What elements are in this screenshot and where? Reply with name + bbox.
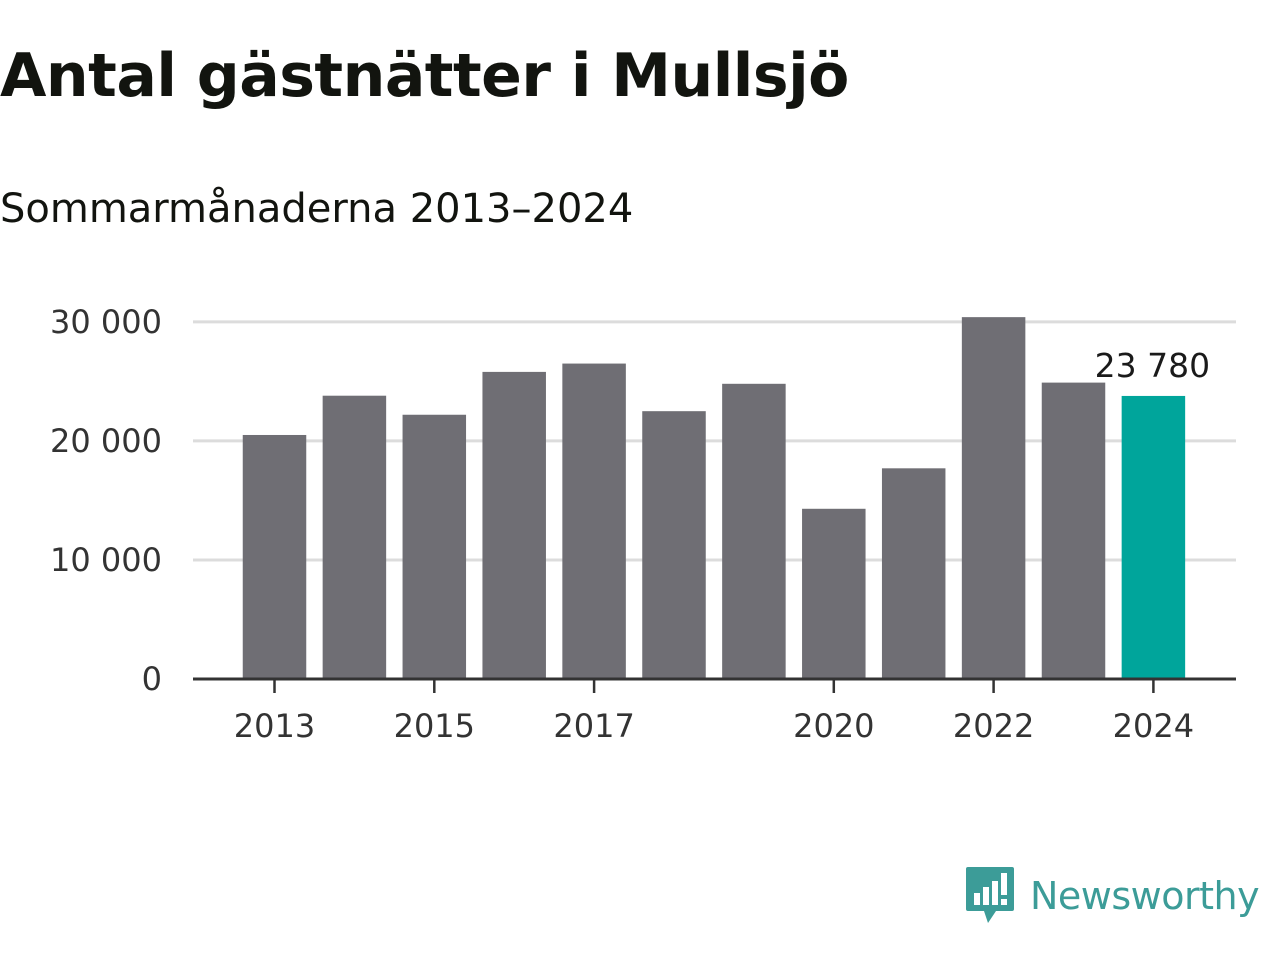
bars [242, 317, 1186, 679]
newsworthy-chart-icon [966, 867, 1014, 923]
bar-2019 [722, 383, 786, 679]
brand-logo: Newsworthy [964, 864, 1260, 928]
chart-subtitle: Sommarmånaderna 2013–2024 [0, 186, 634, 232]
axes [193, 677, 1236, 693]
x-tick-label: 2020 [793, 707, 874, 745]
bar-2014 [322, 395, 387, 679]
bar-2018 [642, 411, 706, 679]
bar-2021 [881, 468, 946, 679]
bar-2024 [1121, 395, 1186, 679]
labels: 0 10 000 20 000 30 000 2013 2015 2017 2020 2022 2… [50, 303, 1210, 745]
bar-2016 [482, 371, 546, 679]
bar-2020 [802, 508, 866, 679]
x-tick-label: 2017 [553, 707, 634, 745]
x-tick-label: 2013 [234, 707, 315, 745]
x-tick-label: 2024 [1113, 707, 1194, 745]
chart-title: Antal gästnätter i Mullsjö [0, 41, 849, 111]
bar-2017 [562, 363, 626, 679]
x-tick-label: 2022 [953, 707, 1034, 745]
y-tick-label: 20 000 [50, 422, 162, 460]
bar-2015 [402, 414, 467, 679]
brand-name: Newsworthy [1030, 874, 1260, 918]
bar-2013 [242, 434, 307, 679]
bar-2022 [961, 317, 1026, 679]
data-label-2024: 23 780 [1095, 346, 1210, 385]
x-tick-label: 2015 [394, 707, 475, 745]
bar-2023 [1041, 382, 1106, 679]
y-tick-label: 0 [142, 660, 162, 698]
y-tick-label: 30 000 [50, 303, 162, 341]
y-tick-label: 10 000 [50, 541, 162, 579]
